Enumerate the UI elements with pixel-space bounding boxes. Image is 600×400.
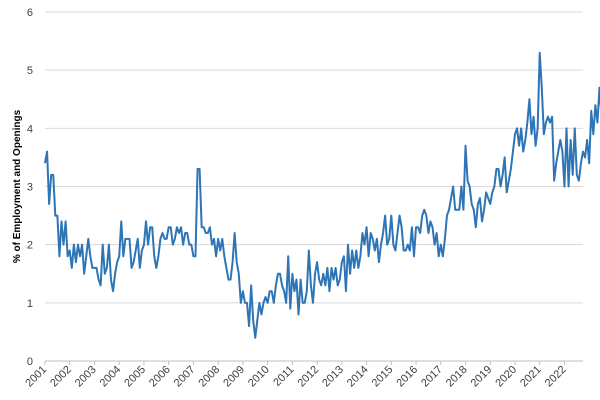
x-tick-label: 2011 [271,364,296,389]
x-tick-label: 2006 [147,364,173,390]
series-line [44,51,600,339]
x-tick-label: 2013 [320,364,346,390]
y-tick-label: 1 [27,298,33,310]
y-axis-title: % of Employment and Openings [12,109,23,263]
x-tick-label: 2003 [73,364,99,390]
y-axis-ticks: 0 1 2 3 4 5 6 [27,7,33,368]
y-tick-label: 4 [27,123,33,135]
x-tick-label: 2007 [172,364,198,390]
x-tick-label: 2004 [98,364,124,390]
gridlines [45,11,583,304]
x-tick-label: 2009 [221,364,247,390]
x-tick-label: 2020 [493,364,519,390]
x-tick-label: 2017 [419,364,445,390]
x-tick-label: 2021 [518,364,544,390]
x-tick-label: 2005 [122,364,148,390]
y-tick-label: 0 [27,356,33,368]
x-tick-label: 2022 [543,364,569,390]
x-tick-label: 2014 [345,364,371,390]
y-tick-label: 6 [27,7,33,19]
x-tick-label: 2015 [370,364,396,390]
x-tick-label: 2019 [469,364,495,390]
y-tick-label: 3 [27,182,33,194]
y-tick-label: 5 [27,65,33,77]
x-tick-label: 2008 [197,364,223,390]
y-tick-label: 2 [27,240,33,252]
x-tick-label: 2016 [394,364,420,390]
x-tick-label: 2018 [444,364,470,390]
x-tick-label: 2002 [48,364,74,390]
x-tick-label: 2010 [246,364,272,390]
x-tick-label: 2012 [295,364,321,390]
x-axis-ticks: 2001200220032004200520062007200820092010… [23,361,569,390]
